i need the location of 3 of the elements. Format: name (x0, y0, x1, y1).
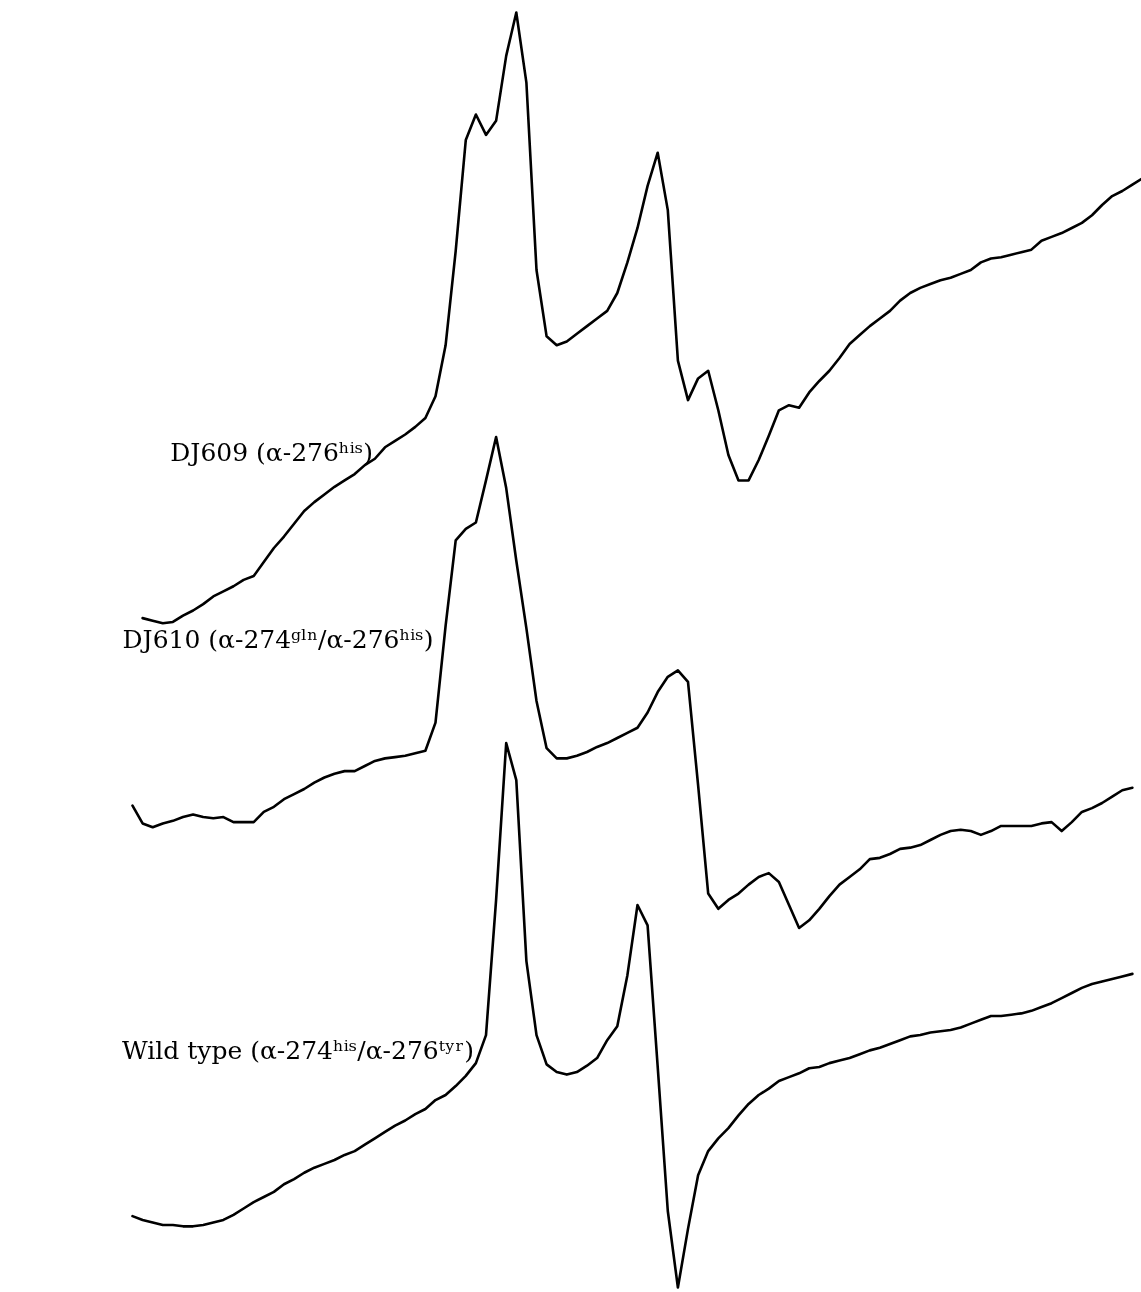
series-label: DJ610 (α-274ᵍˡⁿ/α-276ʰⁱˢ) (122, 625, 434, 655)
series-label: Wild type (α-274ʰⁱˢ/α-276ᵗʸʳ) (122, 1035, 474, 1065)
series-label: DJ609 (α-276ʰⁱˢ) (170, 437, 373, 467)
